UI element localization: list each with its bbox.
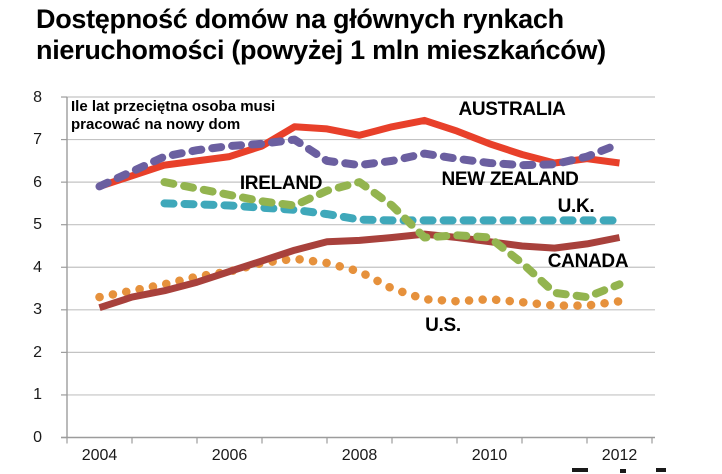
series-label-ireland: IRELAND (239, 173, 323, 194)
x-axis-tick-label: 2012 (601, 447, 638, 464)
page-title: Dostępność domów na głównych rynkach nie… (36, 4, 606, 65)
x-axis-tick-label: 2004 (81, 447, 118, 464)
series-label-canada: CANADA (547, 251, 629, 272)
y-axis-tick-label: 2 (33, 343, 42, 361)
y-axis-tick-label: 8 (33, 88, 42, 106)
cropped-caption-fragment (656, 468, 666, 472)
series-line-canada (98, 230, 621, 312)
y-axis-tick-label: 7 (33, 131, 42, 149)
x-axis-tick-label: 2008 (341, 447, 378, 464)
series-label-uk: U.K. (557, 196, 595, 217)
series-line-new-zealand (95, 135, 624, 191)
x-axis-tick-label: 2010 (471, 447, 508, 464)
series-line-ireland (160, 178, 624, 302)
series-line-australia (98, 116, 620, 190)
series-label-australia: AUSTRALIA (458, 99, 566, 120)
y-axis-tick-label: 4 (33, 258, 42, 276)
series-line-u-k (160, 199, 624, 225)
y-axis-tick-label: 5 (33, 216, 42, 234)
cropped-caption-fragment (572, 468, 588, 472)
series-line-u-s (95, 254, 624, 310)
y-axis-tick-label: 6 (33, 173, 42, 191)
y-axis-tick-label: 1 (33, 386, 42, 404)
cropped-caption-fragment (620, 469, 626, 473)
y-axis-tick-label: 0 (33, 429, 42, 446)
x-axis-tick-label: 2006 (211, 447, 248, 464)
y-axis-tick-label: 3 (33, 301, 42, 319)
chart-annotation: Ile lat przeciętna osoba musi pracować n… (71, 98, 276, 133)
series-label-us: U.S. (425, 315, 461, 336)
series-label-new-zealand: NEW ZEALAND (441, 169, 579, 190)
